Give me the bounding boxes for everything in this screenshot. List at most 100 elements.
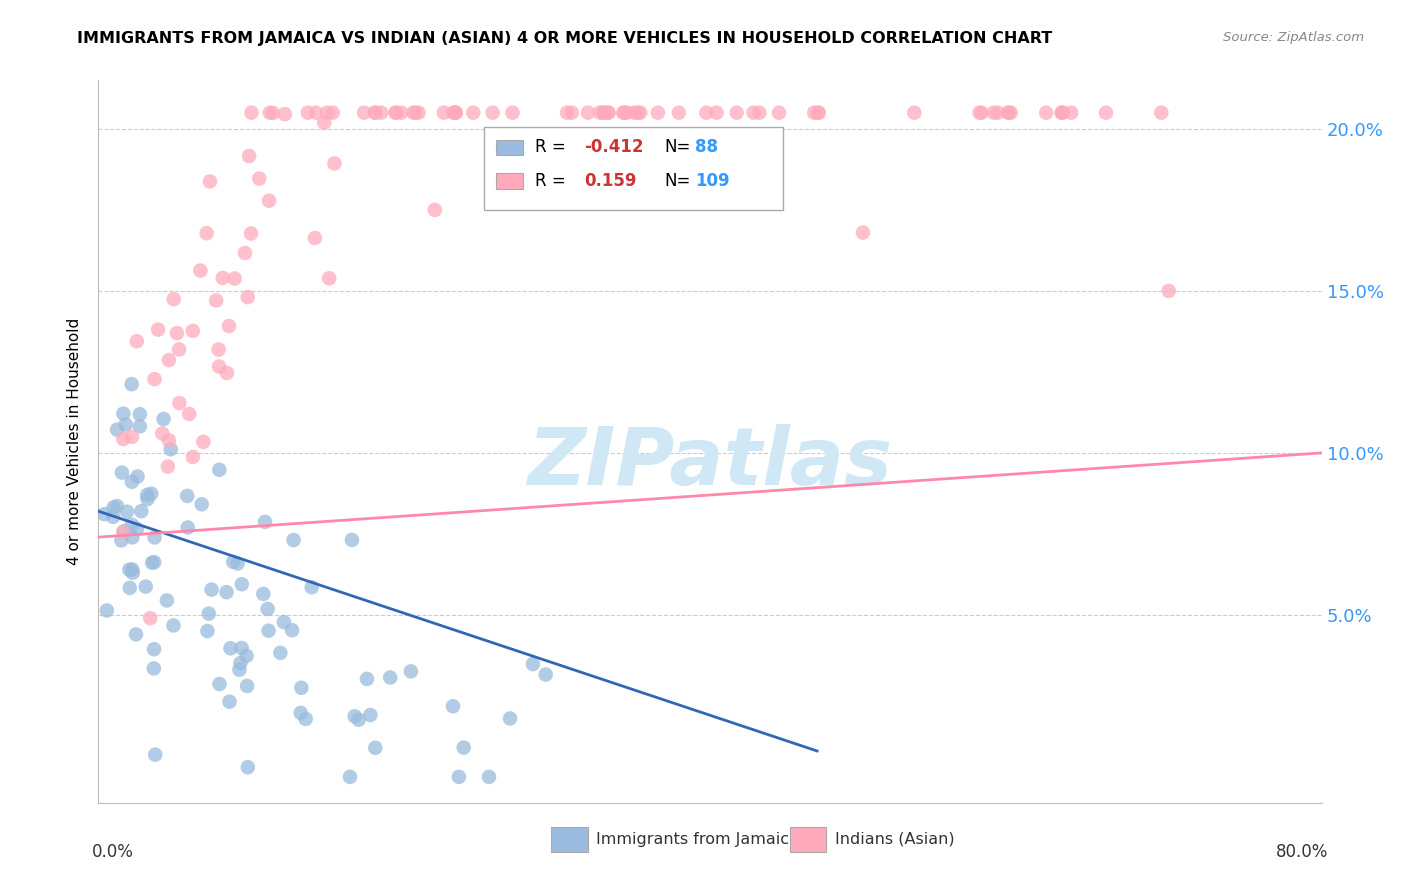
Text: ZIPatlas: ZIPatlas (527, 425, 893, 502)
Point (257, 624, 280, 638)
Point (118, 581, 141, 595)
Point (143, 372, 166, 386)
Point (142, 661, 165, 675)
Point (235, 648, 257, 663)
Point (903, 105, 925, 120)
Point (294, 712, 316, 726)
Point (408, 105, 430, 120)
Point (112, 524, 135, 539)
Point (274, 107, 297, 121)
Point (143, 530, 166, 544)
Point (157, 434, 180, 448)
Point (807, 105, 830, 120)
Point (146, 323, 169, 337)
Point (157, 353, 180, 368)
Point (229, 656, 252, 670)
Point (384, 105, 406, 120)
Point (198, 607, 221, 621)
Point (128, 407, 150, 421)
Point (193, 434, 215, 449)
Point (283, 533, 305, 547)
Point (121, 430, 143, 444)
Point (181, 324, 204, 338)
Point (211, 271, 233, 285)
Point (93, 507, 115, 521)
Point (111, 466, 134, 480)
Point (353, 105, 375, 120)
Text: 109: 109 (696, 172, 730, 190)
Point (259, 105, 281, 120)
Point (129, 504, 152, 518)
Point (257, 194, 280, 208)
Point (125, 334, 148, 349)
Point (112, 432, 135, 446)
Point (136, 488, 159, 502)
Point (156, 593, 179, 607)
Point (176, 489, 198, 503)
Point (592, 105, 614, 120)
Text: Indians (Asian): Indians (Asian) (835, 831, 955, 847)
Point (499, 711, 522, 725)
Point (339, 770, 361, 784)
Point (970, 105, 993, 120)
Point (179, 407, 201, 421)
Point (613, 105, 636, 120)
Point (207, 343, 229, 357)
Point (167, 343, 190, 357)
Point (807, 105, 830, 120)
Point (163, 292, 186, 306)
Point (534, 667, 557, 681)
Point (273, 615, 295, 629)
Point (215, 585, 238, 599)
Point (101, 509, 124, 524)
Point (290, 681, 312, 695)
Point (195, 226, 218, 240)
Point (314, 115, 336, 129)
Point (359, 708, 381, 723)
Point (121, 530, 143, 544)
Point (576, 105, 599, 120)
Point (742, 105, 765, 120)
Text: Immigrants from Jamaica: Immigrants from Jamaica (596, 831, 799, 847)
Point (143, 642, 166, 657)
Text: IMMIGRANTS FROM JAMAICA VS INDIAN (ASIAN) 4 OR MORE VEHICLES IN HOUSEHOLD CORREL: IMMIGRANTS FROM JAMAICA VS INDIAN (ASIAN… (77, 31, 1053, 46)
Text: N=: N= (665, 138, 692, 156)
Point (304, 231, 326, 245)
Point (402, 105, 425, 120)
Point (208, 359, 231, 374)
Point (200, 582, 222, 597)
Point (803, 105, 825, 120)
Point (143, 555, 166, 569)
Point (561, 105, 583, 120)
Point (197, 624, 219, 638)
Point (247, 171, 270, 186)
Point (364, 105, 387, 120)
Bar (484, 128, 783, 211)
Point (177, 520, 200, 534)
Point (592, 105, 614, 120)
Point (215, 366, 238, 380)
Point (399, 665, 422, 679)
Point (198, 174, 221, 188)
Point (444, 105, 467, 120)
Point (301, 580, 323, 594)
Point (441, 105, 464, 120)
Point (522, 657, 544, 671)
Point (706, 105, 728, 120)
Point (555, 105, 578, 120)
Point (110, 533, 132, 548)
Text: 0.159: 0.159 (583, 172, 637, 190)
Point (190, 263, 212, 277)
Point (236, 679, 259, 693)
Point (370, 105, 392, 120)
Point (181, 450, 204, 464)
Point (139, 611, 162, 625)
Point (143, 747, 166, 762)
Point (616, 105, 638, 120)
Point (453, 740, 475, 755)
Bar (551, 827, 588, 852)
Point (444, 105, 467, 120)
Point (105, 423, 128, 437)
Point (105, 499, 128, 513)
Point (463, 105, 485, 120)
